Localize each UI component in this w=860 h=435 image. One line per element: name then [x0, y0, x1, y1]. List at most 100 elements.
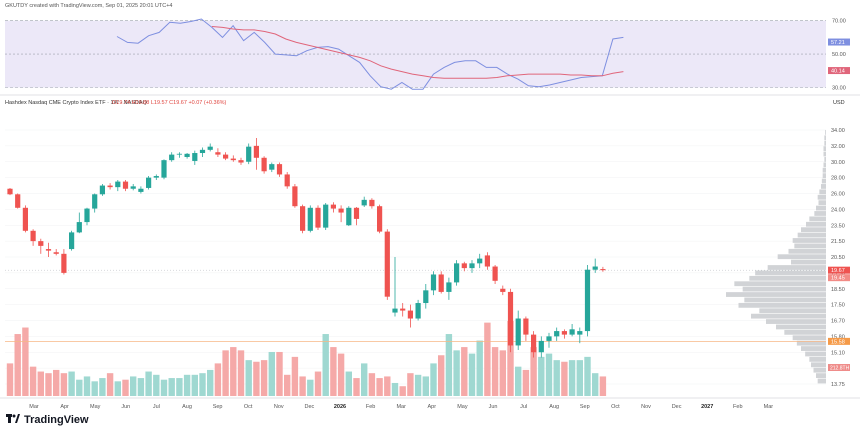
time-tick-label: Jul — [520, 404, 527, 410]
volume-bar — [106, 373, 114, 396]
time-tick-label: 2026 — [334, 404, 346, 410]
support-price-badge — [828, 337, 850, 345]
volume-bar — [284, 374, 291, 396]
volume-bar — [507, 321, 514, 396]
price-tick-label: 15.80 — [831, 334, 845, 340]
time-tick-label: Mar — [764, 404, 774, 410]
volume-profile-bar — [814, 211, 826, 216]
candlesticks — [7, 137, 606, 358]
volume-bar — [314, 371, 322, 396]
time-tick-label: Aug — [549, 404, 559, 410]
volume-profile-bar — [734, 281, 826, 287]
candle-body — [30, 230, 36, 242]
volume-profile-bar — [801, 346, 826, 351]
volume-bar — [245, 360, 252, 396]
volume-profile-bar — [813, 367, 826, 373]
volume-bar — [14, 334, 21, 396]
price-axis[interactable]: 34.00 32.00 30.00 28.00 26.00 24.00 23.50 21.50… — [831, 128, 845, 388]
volume-bar — [207, 369, 214, 396]
time-tick-label: Sep — [213, 404, 223, 410]
volume-bar — [230, 347, 237, 396]
volume-bar — [376, 378, 383, 396]
candle-body — [84, 208, 90, 223]
ohlc-readout: O19.74 H19.88 L19.57 C19.67 +0.07 (+0.36… — [112, 100, 227, 106]
volume-profile-bar — [766, 319, 826, 324]
rsi-tick-label: 70.00 — [832, 19, 846, 25]
volume-profile-bar — [824, 135, 826, 141]
candle-body — [515, 318, 521, 346]
volume-profile-bar — [824, 157, 826, 162]
brand-name: TradingView — [24, 414, 89, 426]
candle-body — [531, 334, 537, 353]
volume-bar — [122, 379, 129, 396]
price-tick-label: 20.50 — [831, 255, 845, 261]
time-tick-label: Feb — [366, 404, 375, 410]
candle-body — [561, 331, 567, 335]
volume-profile-bar — [805, 351, 826, 357]
candle-body — [407, 310, 413, 319]
price-tick-label: 18.50 — [831, 287, 845, 293]
currency-label: USD — [833, 100, 845, 106]
candle-body — [538, 340, 544, 353]
volume-bar — [307, 379, 314, 396]
created-by-text: GKUTDY created with TradingView.com, Sep… — [5, 3, 173, 9]
volume-bars — [6, 321, 607, 396]
time-axis[interactable]: Mar Apr May Jun Jul Aug Sep Oct Nov Dec 2026 Feb Mar… — [29, 404, 773, 410]
volume-bar — [468, 353, 476, 396]
volume-profile-bar — [755, 270, 826, 276]
volume-profile-bar — [784, 329, 826, 335]
volume-bar — [491, 347, 499, 396]
volume-profile-bar — [816, 373, 826, 378]
volume-bar — [291, 356, 299, 396]
volume-bar — [299, 376, 306, 396]
volume-bar — [145, 371, 152, 396]
volume-bar — [337, 353, 345, 396]
time-tick-label: Feb — [733, 404, 742, 410]
time-tick-label: Dec — [305, 404, 315, 410]
candle-body — [107, 185, 113, 188]
volume-bar — [599, 376, 607, 396]
volume-bar — [384, 376, 391, 396]
candle-body — [477, 258, 483, 264]
candle-body — [15, 194, 21, 208]
volume-profile-bar — [809, 216, 826, 222]
candle-body — [199, 149, 206, 154]
volume-bar — [130, 376, 137, 396]
volume-bar — [91, 381, 98, 396]
volume-bar — [268, 351, 275, 396]
candle-body — [92, 194, 98, 209]
volume-bar — [407, 373, 414, 396]
volume-bar — [114, 381, 121, 396]
volume-bar — [253, 361, 260, 396]
volume-bar — [414, 374, 422, 396]
candle-body — [577, 331, 583, 335]
volume-bar — [461, 347, 468, 396]
candle-body — [338, 208, 344, 213]
candle-body — [261, 157, 267, 172]
instrument-title[interactable]: Hashdex Nasdaq CME Crypto Index ETF · 1W… — [5, 100, 147, 106]
volume-bar — [260, 360, 268, 396]
candle-body — [384, 231, 390, 297]
time-tick-label: Mar — [396, 404, 406, 410]
candle-body — [469, 263, 475, 269]
volume-profile-bar — [819, 189, 826, 195]
candle-body — [7, 188, 13, 195]
main-grid — [0, 129, 860, 399]
candle-body — [554, 331, 560, 337]
candle-body — [307, 207, 313, 231]
candle-body — [461, 263, 467, 269]
volume-bar — [330, 347, 337, 396]
price-tick-label: 16.70 — [831, 319, 845, 325]
volume-bar — [499, 350, 506, 396]
price-tick-label: 23.50 — [831, 223, 845, 229]
prev-price-badge — [828, 274, 850, 282]
tradingview-logo[interactable]: TradingView — [6, 414, 89, 426]
volume-bar — [153, 374, 160, 396]
volume-profile-bar — [818, 200, 826, 206]
candle-body — [238, 160, 244, 163]
candle-body — [215, 152, 221, 155]
candle-body — [130, 186, 136, 189]
volume-profile-bar — [822, 173, 826, 179]
candle-body — [500, 288, 506, 292]
volume-bar — [45, 373, 52, 396]
